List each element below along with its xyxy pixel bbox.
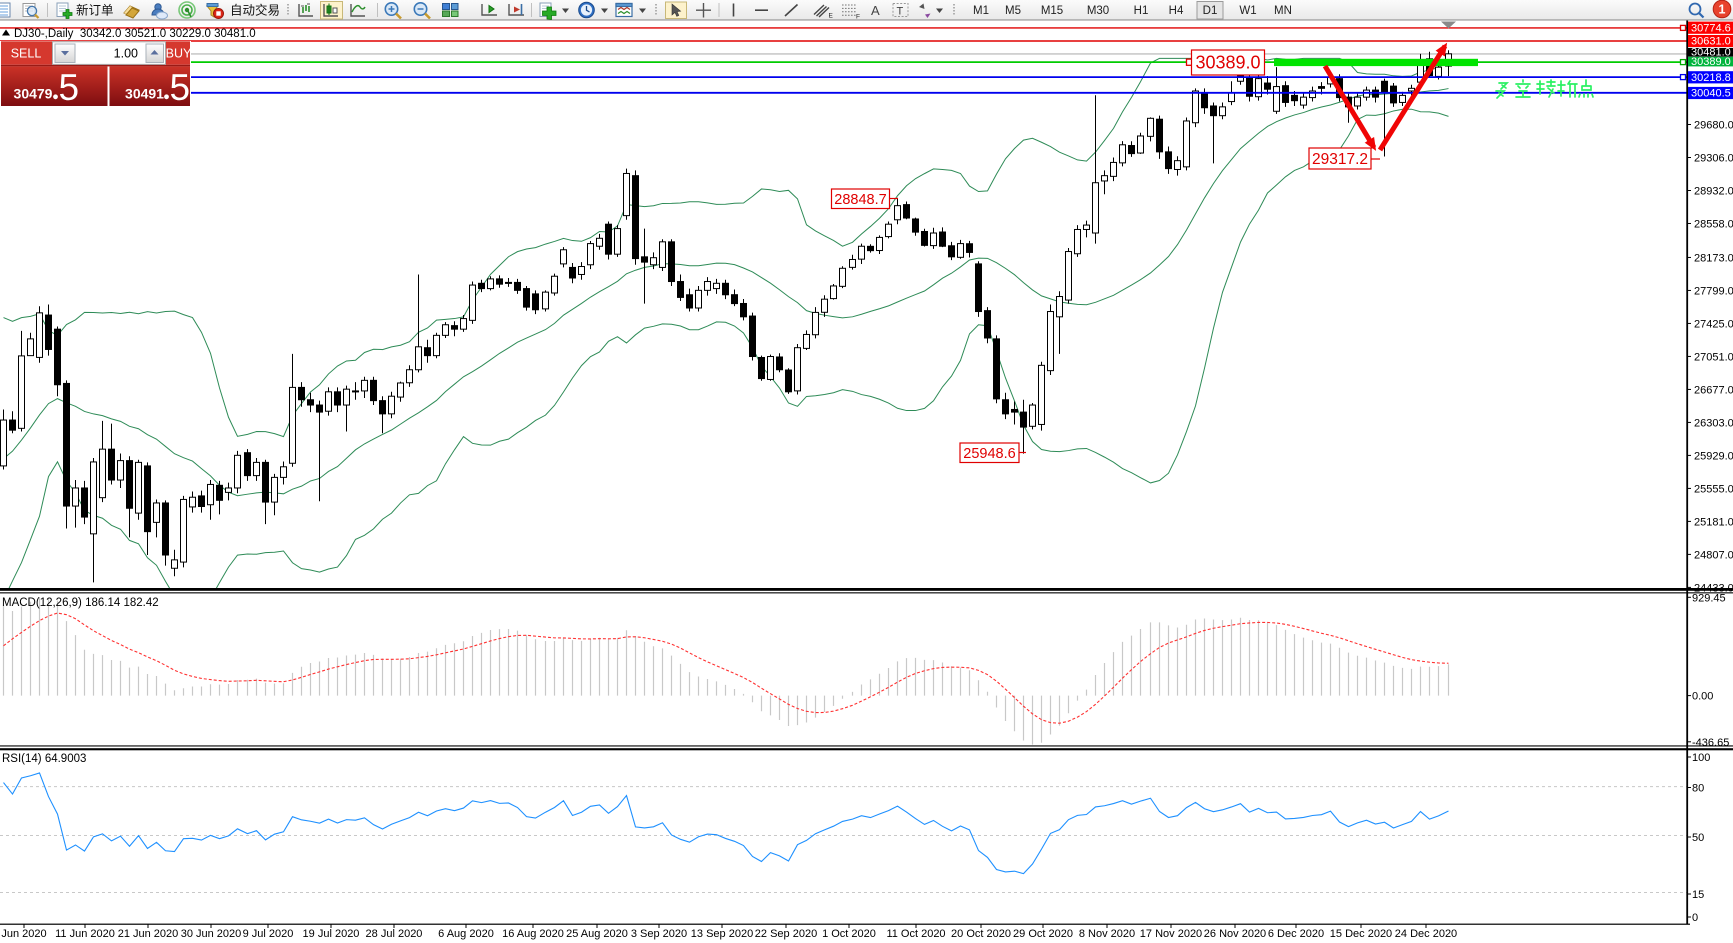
svg-text:新订单: 新订单	[76, 3, 114, 18]
svg-text:-436.65: -436.65	[1692, 737, 1729, 749]
svg-text:5: 5	[59, 67, 80, 108]
svg-text:MACD(12,26,9) 186.14 182.42: MACD(12,26,9) 186.14 182.42	[2, 597, 159, 609]
svg-text:M15: M15	[1041, 5, 1063, 17]
svg-text:28 Jul 2020: 28 Jul 2020	[366, 928, 423, 940]
svg-text:15: 15	[1692, 889, 1704, 901]
svg-text:8 Nov 2020: 8 Nov 2020	[1079, 928, 1135, 940]
svg-text:22 Sep 2020: 22 Sep 2020	[755, 928, 817, 940]
svg-text:25555.0: 25555.0	[1694, 483, 1733, 495]
svg-text:11 Oct 2020: 11 Oct 2020	[886, 928, 945, 940]
svg-text:15 Dec 2020: 15 Dec 2020	[1330, 928, 1392, 940]
svg-text:26 Nov 2020: 26 Nov 2020	[1204, 928, 1266, 940]
svg-text:0: 0	[1692, 912, 1698, 924]
svg-text:28932.0: 28932.0	[1694, 185, 1733, 197]
svg-text:80: 80	[1692, 783, 1704, 795]
svg-text:27051.0: 27051.0	[1694, 351, 1733, 363]
svg-text:30481.0: 30481.0	[1691, 47, 1731, 59]
svg-text:25948.6: 25948.6	[963, 446, 1015, 462]
svg-text:1: 1	[1719, 3, 1726, 17]
svg-text:27799.0: 27799.0	[1694, 285, 1733, 297]
svg-text:30631.0: 30631.0	[1691, 36, 1731, 48]
svg-text:25929.0: 25929.0	[1694, 450, 1733, 462]
svg-text:M30: M30	[1087, 5, 1109, 17]
svg-text:1 Oct 2020: 1 Oct 2020	[822, 928, 876, 940]
svg-text:1.00: 1.00	[114, 47, 138, 61]
svg-text:自动交易: 自动交易	[230, 3, 280, 18]
svg-text:29306.0: 29306.0	[1694, 152, 1733, 164]
svg-text:6 Aug 2020: 6 Aug 2020	[438, 928, 494, 940]
svg-text:50: 50	[1692, 832, 1704, 844]
svg-text:30479: 30479	[14, 86, 53, 102]
svg-text:29317.2: 29317.2	[1312, 151, 1368, 168]
svg-text:0.00: 0.00	[1692, 691, 1713, 703]
svg-text:28173.0: 28173.0	[1694, 252, 1733, 264]
svg-text:30389.0: 30389.0	[1691, 56, 1731, 68]
svg-text:24807.0: 24807.0	[1694, 549, 1733, 561]
svg-text:M5: M5	[1005, 5, 1021, 17]
svg-text:3 Sep 2020: 3 Sep 2020	[631, 928, 687, 940]
svg-text:13 Sep 2020: 13 Sep 2020	[691, 928, 753, 940]
svg-text:D1: D1	[1203, 5, 1218, 17]
svg-text:929.45: 929.45	[1692, 592, 1726, 604]
svg-text:30389.0: 30389.0	[1195, 53, 1260, 73]
svg-text:30218.8: 30218.8	[1691, 72, 1731, 84]
svg-text:30 Jun 2020: 30 Jun 2020	[181, 928, 242, 940]
svg-text:RSI(14) 64.9003: RSI(14) 64.9003	[2, 753, 86, 765]
svg-text:A: A	[871, 3, 880, 18]
svg-text:DJ30-,Daily 30342.0 30521.0 3: DJ30-,Daily 30342.0 30521.0 30229.0 3048…	[14, 28, 256, 40]
svg-text:29680.0: 29680.0	[1694, 120, 1733, 132]
svg-text:20 Oct 2020: 20 Oct 2020	[951, 928, 1011, 940]
svg-text:21 Jun 2020: 21 Jun 2020	[118, 928, 179, 940]
svg-text:30040.5: 30040.5	[1691, 88, 1731, 100]
svg-text:H4: H4	[1169, 5, 1184, 17]
svg-text:29 Oct 2020: 29 Oct 2020	[1013, 928, 1073, 940]
svg-text:W1: W1	[1239, 5, 1256, 17]
svg-text:19 Jul 2020: 19 Jul 2020	[303, 928, 360, 940]
svg-text:26303.0: 26303.0	[1694, 417, 1733, 429]
svg-text:MN: MN	[1274, 5, 1292, 17]
svg-text:100: 100	[1692, 752, 1710, 764]
svg-text:30774.6: 30774.6	[1691, 23, 1731, 35]
svg-text:30491: 30491	[125, 86, 164, 102]
svg-text:17 Nov 2020: 17 Nov 2020	[1140, 928, 1202, 940]
svg-text:9 Jul 2020: 9 Jul 2020	[243, 928, 294, 940]
svg-text:24 Dec 2020: 24 Dec 2020	[1395, 928, 1457, 940]
svg-text:M1: M1	[973, 5, 989, 17]
svg-text:25 Aug 2020: 25 Aug 2020	[566, 928, 628, 940]
svg-text:11 Jun 2020: 11 Jun 2020	[55, 928, 115, 940]
svg-text:26677.0: 26677.0	[1694, 384, 1733, 396]
svg-text:SELL: SELL	[11, 47, 42, 61]
svg-text:27425.0: 27425.0	[1694, 318, 1733, 330]
svg-text:Jun 2020: Jun 2020	[1, 928, 46, 940]
svg-text:E: E	[829, 13, 834, 20]
svg-text:5: 5	[170, 67, 191, 108]
svg-text:16 Aug 2020: 16 Aug 2020	[502, 928, 564, 940]
svg-text:T: T	[897, 6, 904, 18]
svg-text:6 Dec 2020: 6 Dec 2020	[1268, 928, 1324, 940]
svg-text:BUY: BUY	[166, 47, 192, 61]
svg-text:H1: H1	[1134, 5, 1149, 17]
svg-text:25181.0: 25181.0	[1694, 516, 1733, 528]
svg-text:28558.0: 28558.0	[1694, 218, 1733, 230]
svg-text:F: F	[856, 14, 860, 21]
svg-text:28848.7: 28848.7	[834, 192, 886, 208]
